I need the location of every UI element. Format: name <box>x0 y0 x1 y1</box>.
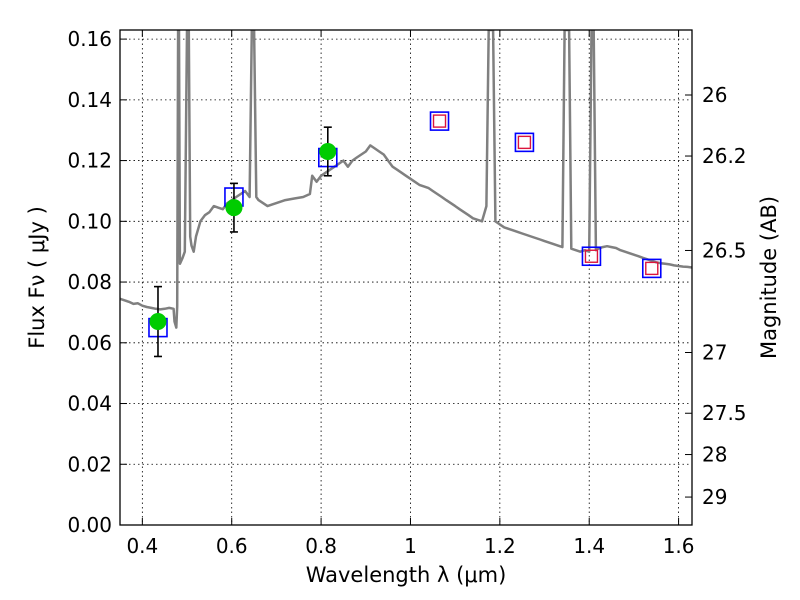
y-tick-label: 0.16 <box>67 27 112 51</box>
observed-point <box>225 199 243 217</box>
y2-tick-label: 27.5 <box>702 401 747 425</box>
y-tick-label: 0.12 <box>67 149 112 173</box>
y2-tick-label: 26.2 <box>702 144 747 168</box>
x-axis-label: Wavelength λ (μm) <box>306 563 507 587</box>
y-tick-label: 0.06 <box>67 331 112 355</box>
model-photometry-square <box>429 111 450 131</box>
y2-tick-label: 29 <box>702 485 727 509</box>
x-tick-label: 0.4 <box>126 534 158 558</box>
photometry-markers <box>148 111 662 358</box>
model-photometry-square <box>514 132 535 153</box>
x-tick-label: 1.2 <box>484 534 516 558</box>
model-photometry-inner-square <box>645 261 659 276</box>
y2-tick-label: 26.5 <box>702 238 747 262</box>
y-tick-label: 0.02 <box>67 452 112 476</box>
y-tick-label: 0.14 <box>67 88 112 112</box>
y2-tick-label: 28 <box>702 443 727 467</box>
y2-tick-label: 26 <box>702 83 727 107</box>
model-photometry-inner-square <box>432 114 447 128</box>
model-photometry-square <box>641 258 662 279</box>
x-tick-label: 1.6 <box>663 534 695 558</box>
y-tick-label: 0.08 <box>67 270 112 294</box>
observed-point <box>319 142 337 160</box>
model-photometry-inner-square <box>517 135 532 150</box>
y-tick-label: 0.00 <box>67 513 112 537</box>
x-tick-label: 1 <box>404 534 417 558</box>
y-axis-label: Flux Fν ( μJy ) <box>25 206 49 349</box>
grid-lines <box>120 30 692 526</box>
observed-point <box>149 313 167 331</box>
plot-frame <box>119 29 693 526</box>
x-tick-label: 0.6 <box>216 534 248 558</box>
y2-tick-label: 27 <box>702 341 727 365</box>
spectrum-line <box>120 30 692 329</box>
model-photometry-square <box>581 246 602 267</box>
model-spectrum <box>120 30 692 329</box>
axis-ticks: 0.4 0.6 0.8 1 1.2 1.4 1.6 0.00 0.02 0.04 0.06 0.08 0… <box>67 27 746 558</box>
x-tick-label: 0.8 <box>305 534 337 558</box>
x-tick-label: 1.4 <box>573 534 605 558</box>
model-photometry-inner-square <box>584 249 599 263</box>
y2-axis-label: Magnitude (AB) <box>757 196 781 359</box>
y-tick-label: 0.10 <box>67 209 112 233</box>
y-tick-label: 0.04 <box>67 392 112 416</box>
